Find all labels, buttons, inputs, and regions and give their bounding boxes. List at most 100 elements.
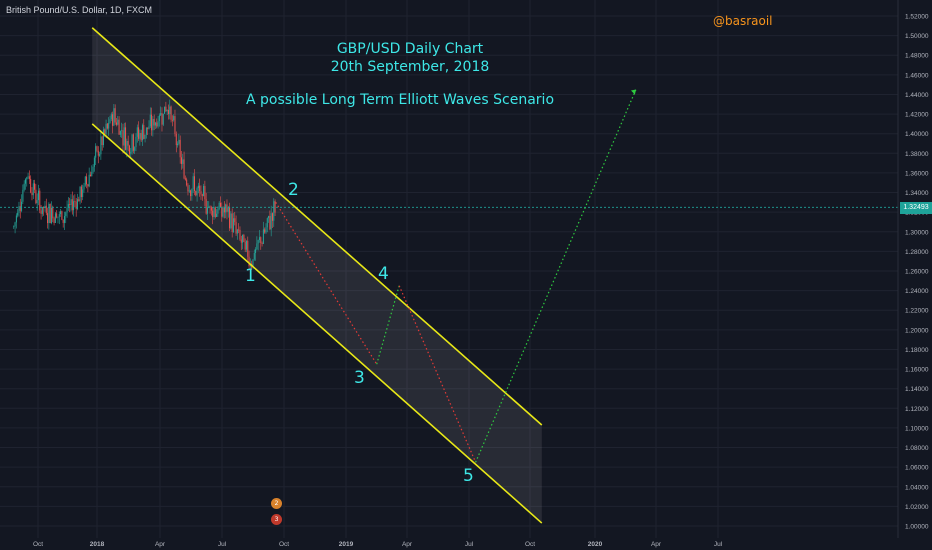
candle-body xyxy=(131,134,133,152)
candle-body xyxy=(177,143,179,146)
candle-body xyxy=(186,179,188,186)
candle-body xyxy=(236,229,238,234)
candle-body xyxy=(88,174,90,187)
candle-body xyxy=(126,141,128,150)
candle-body xyxy=(139,133,141,139)
candle-body xyxy=(108,123,110,129)
candle-body xyxy=(247,240,249,257)
time-tick-label: Oct xyxy=(525,541,535,548)
wave-label-4[interactable]: 4 xyxy=(378,264,389,284)
price-tick-label: 1.46000 xyxy=(905,72,929,79)
candle-body xyxy=(239,229,241,240)
candle-body xyxy=(193,176,195,191)
candle-body xyxy=(206,207,208,214)
price-tick-label: 1.08000 xyxy=(905,445,929,452)
candle-body xyxy=(201,194,203,196)
candle-body xyxy=(37,190,39,201)
price-tick-label: 1.44000 xyxy=(905,92,929,99)
candle-body xyxy=(268,215,270,219)
candle-body xyxy=(141,125,143,141)
candle-body xyxy=(32,183,34,196)
candles xyxy=(13,99,276,271)
price-tick-label: 1.38000 xyxy=(905,151,929,158)
candle-body xyxy=(153,118,155,126)
candle-body xyxy=(92,166,94,172)
candle-body xyxy=(169,106,171,115)
event-flag-icon[interactable]: 3 xyxy=(271,514,282,525)
event-flag-icon[interactable]: 2 xyxy=(271,498,282,509)
channel-upper-line[interactable] xyxy=(91,27,543,426)
candle-body xyxy=(260,237,262,243)
candle-body xyxy=(243,234,245,243)
candle-body xyxy=(27,176,29,178)
candle-body xyxy=(66,207,68,213)
candle-body xyxy=(196,188,198,196)
time-tick-label: 2019 xyxy=(339,541,354,548)
price-tick-label: 1.52000 xyxy=(905,14,929,21)
candle-body xyxy=(82,189,84,198)
candle-body xyxy=(158,115,160,121)
author-handle: @basraoil xyxy=(713,14,773,28)
candle-body xyxy=(19,206,21,211)
wave-label-5[interactable]: 5 xyxy=(463,466,474,486)
candle-body xyxy=(53,218,55,223)
candle-body xyxy=(157,120,159,127)
wave-label-1[interactable]: 1 xyxy=(245,266,256,286)
candle-body xyxy=(182,159,184,164)
symbol-title[interactable]: British Pound/U.S. Dollar, 1D, FXCM xyxy=(6,5,153,15)
projection-segment xyxy=(475,89,637,463)
candle-body xyxy=(161,113,163,125)
candle-body xyxy=(210,207,212,211)
price-axis[interactable]: 1.52000 1.50000 1.48000 1.46000 1.44000 1.420… xyxy=(905,14,929,531)
projection-segment xyxy=(398,285,477,463)
wave-label-3[interactable]: 3 xyxy=(354,368,365,388)
candle-body xyxy=(204,185,206,200)
channel-lower-line[interactable] xyxy=(91,123,543,524)
candle-body xyxy=(119,131,121,135)
candle-body xyxy=(35,189,37,204)
candle-body xyxy=(17,212,19,216)
candle-body xyxy=(76,199,78,209)
price-tick-label: 1.48000 xyxy=(905,53,929,60)
candle-body xyxy=(121,130,123,132)
candle-body xyxy=(39,190,41,211)
candle-body xyxy=(80,186,82,198)
candle-body xyxy=(47,213,49,224)
price-tick-label: 1.02000 xyxy=(905,504,929,511)
candle-body xyxy=(255,249,257,253)
candle-body xyxy=(242,234,244,243)
candle-body xyxy=(180,157,182,164)
annotation-date[interactable]: 20th September, 2018 xyxy=(330,59,490,75)
candle-body xyxy=(67,204,69,208)
annotation-title[interactable]: GBP/USD Daily Chart xyxy=(336,41,484,57)
candle-body xyxy=(43,206,45,208)
candle-body xyxy=(173,116,175,121)
candle-body xyxy=(112,114,114,126)
price-tick-label: 1.36000 xyxy=(905,170,929,177)
time-axis[interactable]: Oct 2018 Apr Jul Oct 2019 Apr Jul Oct 2020 Apr Jul xyxy=(33,541,723,548)
candle-body xyxy=(269,215,271,230)
candle-body xyxy=(165,106,167,112)
candle-body xyxy=(93,157,95,167)
wave-label-2[interactable]: 2 xyxy=(288,180,299,200)
candle-body xyxy=(188,190,190,192)
candle-body xyxy=(15,215,17,223)
wave-projection[interactable] xyxy=(275,89,637,463)
price-tick-label: 1.04000 xyxy=(905,484,929,491)
candle-body xyxy=(83,185,85,190)
candle-body xyxy=(60,211,62,215)
candle-body xyxy=(262,229,264,244)
price-tick-label: 1.28000 xyxy=(905,249,929,256)
candle-body xyxy=(261,242,263,244)
candle-body xyxy=(84,176,86,186)
candle-body xyxy=(167,109,169,115)
candle-body xyxy=(79,186,81,202)
candle-body xyxy=(96,146,98,151)
candle-body xyxy=(218,202,220,210)
annotation-scenario[interactable]: A possible Long Term Elliott Waves Scena… xyxy=(245,92,555,108)
candle-body xyxy=(40,210,42,214)
candle-body xyxy=(52,207,54,219)
candle-body xyxy=(138,127,140,139)
candle-body xyxy=(125,127,127,150)
